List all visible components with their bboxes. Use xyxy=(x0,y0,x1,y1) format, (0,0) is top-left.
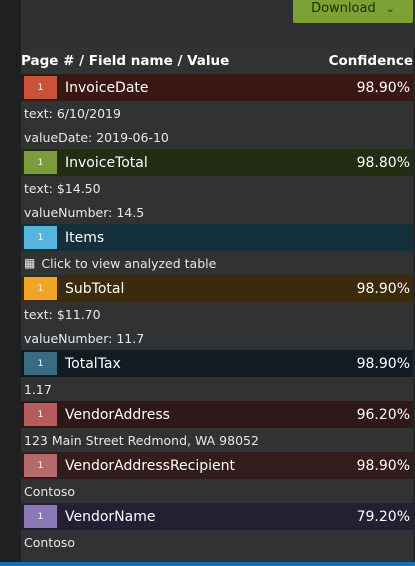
page-number-badge: 1 xyxy=(24,403,57,426)
results-header: Page # / Field name / Value Confidence xyxy=(21,48,415,74)
field-value-line: text: 6/10/2019 xyxy=(24,105,121,121)
confidence-column-header: Confidence xyxy=(328,53,413,69)
field-row-vendorname[interactable]: 1 VendorName 79.20% xyxy=(21,503,413,530)
field-value-line: 1.17 xyxy=(24,381,52,397)
scrollbar[interactable] xyxy=(413,48,415,562)
field-value-line: valueNumber: 14.5 xyxy=(24,204,145,220)
page-number-badge: 1 xyxy=(24,454,57,477)
field-row-invoicetotal[interactable]: 1 InvoiceTotal 98.80% xyxy=(21,149,413,176)
field-name: VendorAddressRecipient xyxy=(65,457,235,474)
page-number-badge: 1 xyxy=(24,505,57,528)
page-number-badge: 1 xyxy=(24,352,57,375)
download-label: Download xyxy=(311,1,376,16)
left-panel-edge xyxy=(0,0,21,566)
field-name: TotalTax xyxy=(65,355,121,372)
view-table-label: Click to view analyzed table xyxy=(41,255,217,271)
field-name: VendorAddress xyxy=(65,406,170,423)
field-row-left: 1 SubTotal xyxy=(21,275,124,302)
confidence-value: 79.20% xyxy=(356,508,410,525)
confidence-value: 98.90% xyxy=(356,355,410,372)
field-row-left: 1 InvoiceTotal xyxy=(21,149,148,176)
page-number-badge: 1 xyxy=(24,277,57,300)
field-row-vendoraddress[interactable]: 1 VendorAddress 96.20% xyxy=(21,401,413,428)
field-row-invoicedate[interactable]: 1 InvoiceDate 98.90% xyxy=(21,74,413,101)
bottom-accent-bar xyxy=(0,562,415,566)
field-column-header: Page # / Field name / Value xyxy=(21,53,230,69)
field-value-line: text: $11.70 xyxy=(24,306,101,322)
field-value-line: Contoso xyxy=(24,534,76,550)
field-name: InvoiceDate xyxy=(65,79,149,96)
field-row-left: 1 VendorAddress xyxy=(21,401,170,428)
view-table-link[interactable]: ▦ Click to view analyzed table xyxy=(21,251,413,275)
download-button[interactable]: Download ⌄ xyxy=(293,0,413,23)
confidence-value: 98.90% xyxy=(356,79,410,96)
confidence-value: 96.20% xyxy=(356,406,410,423)
field-value-line: 123 Main Street Redmond, WA 98052 xyxy=(24,432,259,448)
field-name: Items xyxy=(65,229,105,246)
field-value-line: Contoso xyxy=(24,483,76,499)
field-row-left: 1 VendorName xyxy=(21,503,156,530)
field-name: VendorName xyxy=(65,508,156,525)
field-row-left: 1 VendorAddressRecipient xyxy=(21,452,235,479)
field-value-line: valueDate: 2019-06-10 xyxy=(24,129,169,145)
chevron-down-icon: ⌄ xyxy=(385,2,395,15)
confidence-value: 98.90% xyxy=(356,457,410,474)
confidence-value: 98.90% xyxy=(356,280,410,297)
field-row-vendoraddressrecipient[interactable]: 1 VendorAddressRecipient 98.90% xyxy=(21,452,413,479)
field-value-line: text: $14.50 xyxy=(24,180,101,196)
confidence-value: 98.80% xyxy=(356,154,410,171)
field-value-line: valueNumber: 11.7 xyxy=(24,330,145,346)
table-icon: ▦ xyxy=(24,256,36,270)
field-row-left: 1 TotalTax xyxy=(21,350,121,377)
page-number-badge: 1 xyxy=(24,226,57,249)
page-number-badge: 1 xyxy=(24,76,57,99)
field-row-subtotal[interactable]: 1 SubTotal 98.90% xyxy=(21,275,413,302)
field-row-left: 1 Items xyxy=(21,224,104,251)
page-number-badge: 1 xyxy=(24,151,57,174)
field-name: InvoiceTotal xyxy=(65,154,148,171)
field-row-left: 1 InvoiceDate xyxy=(21,74,149,101)
field-row-items[interactable]: 1 Items xyxy=(21,224,413,251)
field-list: 1 InvoiceDate 98.90% text: 6/10/2019 valueDa… xyxy=(21,74,413,554)
field-row-totaltax[interactable]: 1 TotalTax 98.90% xyxy=(21,350,413,377)
field-name: SubTotal xyxy=(65,280,125,297)
